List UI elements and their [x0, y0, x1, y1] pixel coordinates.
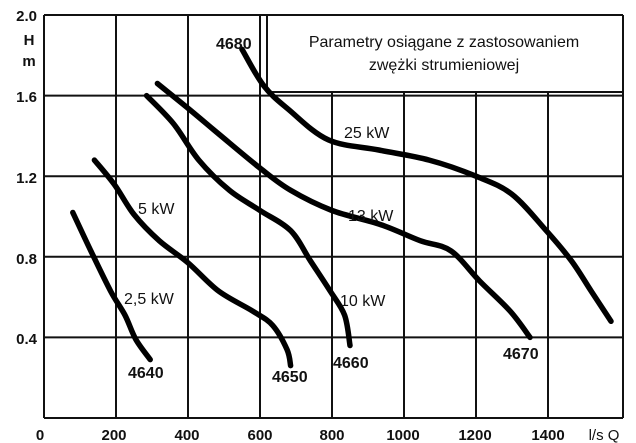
model-label-4660: 4660: [333, 355, 369, 372]
x-tick-1200: 1200: [458, 427, 491, 443]
chart-title-line-2: zwężki strumieniowej: [369, 57, 519, 74]
power-label-2-5kw: 2,5 kW: [124, 291, 175, 308]
x-axis-label: l/s Q: [589, 427, 620, 443]
pump-curves: [70, 46, 614, 369]
power-label-25kw: 25 kW: [344, 125, 390, 142]
x-tick-400: 400: [174, 427, 199, 443]
x-tick-600: 600: [247, 427, 272, 443]
x-tick-labels: 0 200 400 600 800 1000 1200 1400 l/s Q: [36, 427, 620, 443]
curve-4680: [239, 46, 614, 325]
power-label-5kw: 5 kW: [138, 201, 175, 218]
power-label-10kw: 10 kW: [340, 293, 386, 310]
model-label-4650: 4650: [272, 369, 308, 386]
model-label-4640: 4640: [128, 365, 164, 382]
y-axis-label-h: H: [24, 32, 35, 49]
curve-4650: [91, 157, 294, 369]
curve-4660: [143, 92, 353, 349]
y-tick-0.8: 0.8: [16, 251, 37, 268]
chart-title-line-1: Parametry osiągane z zastosowaniem: [309, 34, 579, 51]
curve-4670: [154, 80, 533, 341]
y-tick-2.0: 2.0: [16, 8, 37, 25]
model-label-4670: 4670: [503, 346, 539, 363]
y-tick-labels: 2.0 1.6 1.2 0.8 0.4 H m: [16, 8, 38, 348]
x-tick-1400: 1400: [531, 427, 564, 443]
curve-4640: [70, 209, 153, 363]
title-box: Parametry osiągane z zastosowaniem zwężk…: [266, 15, 623, 93]
x-tick-200: 200: [101, 427, 126, 443]
curve-labels: 4640 4650 4660 4670 4680 2,5 kW 5 kW 10 …: [124, 36, 539, 386]
model-label-4680: 4680: [216, 36, 252, 53]
power-label-13kw: 13 kW: [348, 208, 394, 225]
y-tick-1.6: 1.6: [16, 89, 37, 106]
y-tick-1.2: 1.2: [16, 170, 37, 187]
title-background: [267, 16, 622, 91]
x-tick-800: 800: [319, 427, 344, 443]
y-tick-0.4: 0.4: [16, 331, 38, 348]
x-tick-0: 0: [36, 427, 44, 443]
plot-frame: [43, 14, 624, 419]
y-axis-label-unit: m: [22, 53, 35, 70]
x-tick-1000: 1000: [386, 427, 419, 443]
